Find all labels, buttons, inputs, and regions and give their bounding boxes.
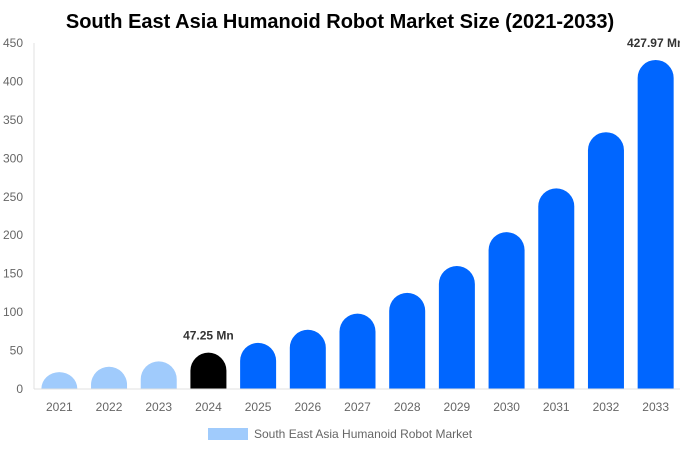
x-tick-label: 2028: [394, 400, 421, 414]
y-tick-label: 300: [3, 151, 23, 165]
bar-2027[interactable]: [339, 313, 376, 389]
y-axis: 0 50 100 150 200 250 300 350 400 450: [3, 36, 35, 396]
bar-2030[interactable]: [488, 232, 525, 389]
x-tick-label: 2024: [195, 400, 222, 414]
x-tick-label: 2025: [245, 400, 272, 414]
x-tick-label: 2027: [344, 400, 371, 414]
y-tick-label: 100: [3, 305, 23, 319]
x-tick-label: 2021: [46, 400, 73, 414]
x-tick-label: 2030: [493, 400, 520, 414]
y-tick-label: 450: [3, 36, 23, 50]
bar-2031[interactable]: [538, 188, 575, 389]
bar-2023[interactable]: [140, 361, 177, 389]
bars: [41, 59, 674, 390]
bar-2021[interactable]: [41, 372, 78, 389]
x-tick-label: 2023: [145, 400, 172, 414]
bar-2032[interactable]: [587, 132, 624, 390]
y-tick-label: 250: [3, 190, 23, 204]
x-tick-label: 2032: [593, 400, 620, 414]
x-tick-label: 2031: [543, 400, 570, 414]
bar-2026[interactable]: [289, 329, 326, 389]
bar-2029[interactable]: [438, 265, 475, 389]
x-tick-label: 2022: [96, 400, 123, 414]
y-tick-label: 200: [3, 228, 23, 242]
x-tick-label: 2033: [642, 400, 669, 414]
x-tick-label: 2029: [444, 400, 471, 414]
data-labels: 47.25 Mn 427.97 Mn: [183, 36, 680, 343]
bar-2033[interactable]: [637, 59, 674, 389]
y-tick-label: 400: [3, 74, 23, 88]
y-tick-label: 50: [10, 344, 24, 358]
legend-swatch: [208, 428, 248, 440]
x-axis: 2021 2022 2023 2024 2025 2026 2027 2028 2029 2030…: [34, 388, 680, 414]
bar-2028[interactable]: [389, 292, 426, 389]
bar-2025[interactable]: [240, 342, 277, 389]
y-tick-label: 0: [16, 382, 23, 396]
bar-2022[interactable]: [91, 366, 128, 389]
legend[interactable]: South East Asia Humanoid Robot Market: [208, 427, 473, 441]
x-tick-label: 2026: [294, 400, 321, 414]
y-tick-label: 150: [3, 267, 23, 281]
bar-2024[interactable]: [190, 352, 227, 389]
chart-title: South East Asia Humanoid Robot Market Si…: [66, 11, 614, 33]
legend-label: South East Asia Humanoid Robot Market: [254, 427, 473, 441]
data-label: 427.97 Mn: [627, 36, 680, 50]
y-tick-label: 350: [3, 113, 23, 127]
data-label: 47.25 Mn: [183, 329, 234, 343]
